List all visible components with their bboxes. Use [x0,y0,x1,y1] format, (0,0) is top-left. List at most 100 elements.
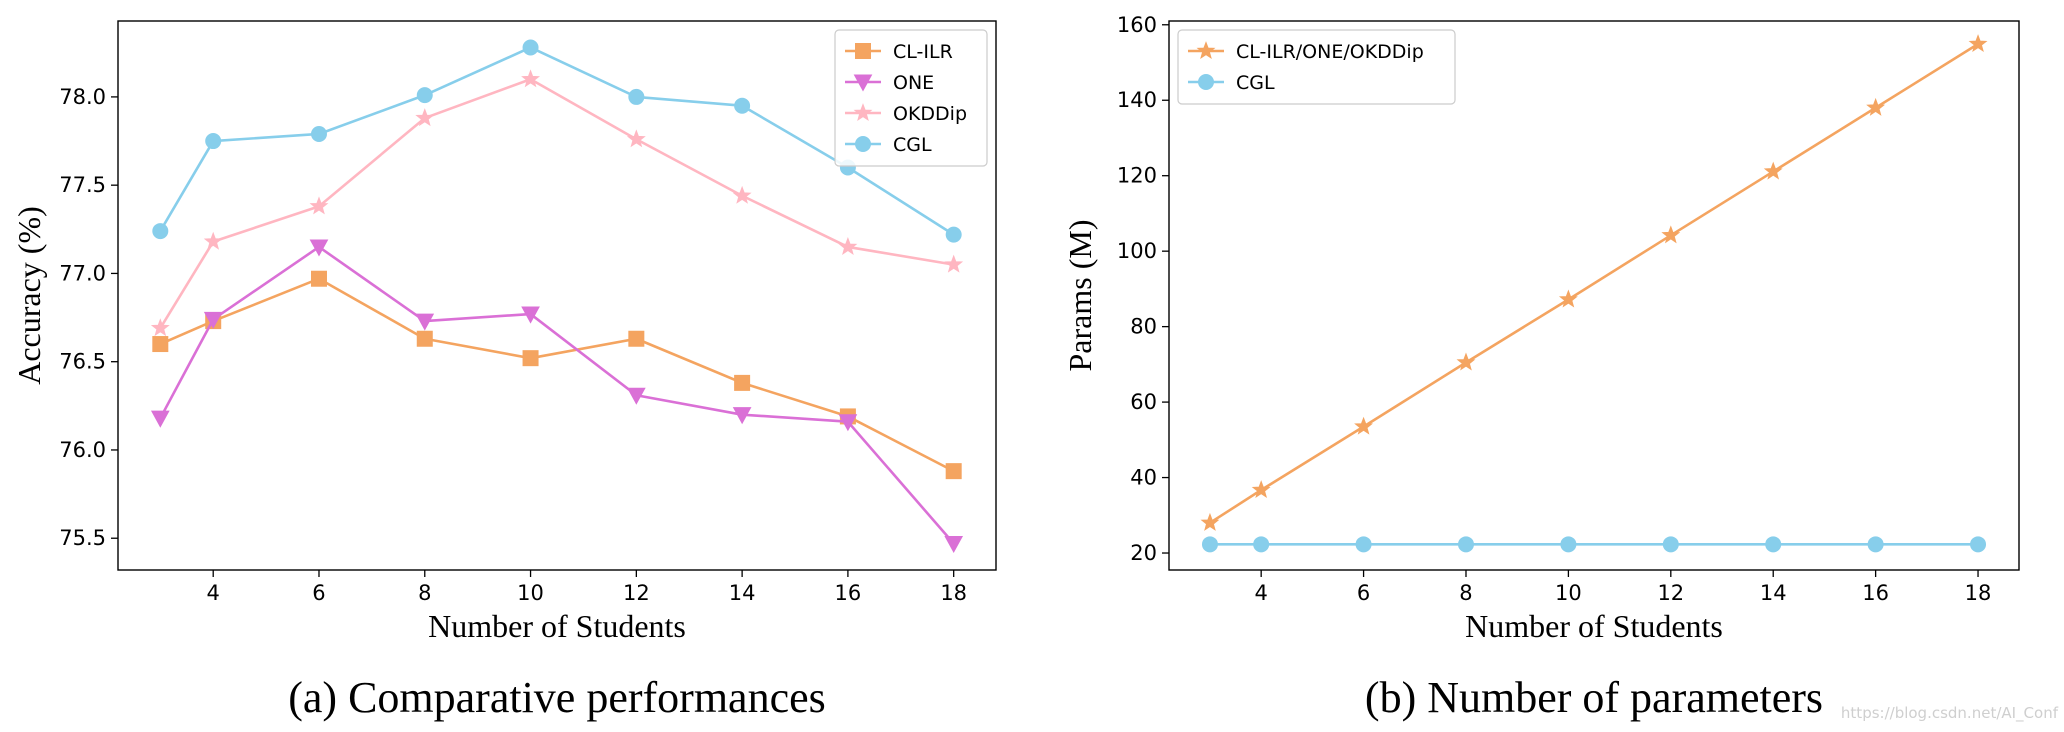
y-tick-label: 78.0 [59,85,106,109]
data-point [152,336,169,353]
legend-box [834,29,988,167]
data-point [1662,536,1679,553]
legend-item: CL-ILR/ONE/OKDDip [1188,41,1424,63]
data-point [626,129,646,148]
legend-label: CGL [1236,72,1275,94]
data-point [310,270,327,287]
data-point [150,410,170,428]
data-point [1661,225,1681,244]
x-axis-label: Number of Students [1465,608,1723,644]
legend-box [1177,29,1456,105]
x-tick-label: 16 [835,581,862,605]
data-point [944,536,964,554]
x-tick-label: 14 [729,581,756,605]
figure-caption: (b) Number of parameters [1365,673,1823,722]
data-point [205,133,222,150]
x-tick-label: 6 [1357,581,1370,605]
data-point [416,330,433,347]
chart-number-of-parameters: 4 6 8 10 12 14 16 18 20 40 60 80 100 120 140 160 Number … [1062,13,2020,722]
x-tick-label: 18 [1965,581,1992,605]
data-point [732,185,752,204]
legend-marker [1198,74,1214,90]
data-point [1765,536,1782,553]
legend-item: ONE [845,72,934,94]
data-point [1201,536,1218,553]
data-point [944,254,964,273]
legend-marker [855,43,871,59]
x-tick-label: 18 [940,581,967,605]
y-tick-label: 75.5 [59,526,106,550]
data-point [309,196,329,215]
x-tick-label: 10 [517,581,544,605]
y-tick-label: 77.5 [59,173,106,197]
data-point [522,39,539,56]
data-point [1968,34,1988,53]
data-point [732,407,752,425]
data-point [150,318,170,337]
series-okddip [150,69,964,337]
data-point [1560,536,1577,553]
series-line [159,277,955,473]
legend-label: CGL [893,134,932,156]
x-tick-label: 4 [207,581,220,605]
y-axis-label: Params (M) [1062,220,1098,372]
plot-frame [117,20,997,571]
series-line [159,245,955,545]
y-axis-label: Accuracy (%) [11,206,47,385]
y-tick-label: 120 [1117,164,1157,188]
legend-label: OKDDip [893,103,967,125]
data-point [626,387,646,405]
x-tick-label: 12 [623,581,650,605]
legend-item: CGL [845,134,932,156]
data-point [521,69,540,88]
series-line [1209,42,1979,524]
data-point [1763,161,1783,180]
data-point [1970,536,1987,553]
data-point [415,313,435,331]
x-tick-label: 4 [1254,581,1267,605]
data-point [203,311,223,329]
y-tick-label: 77.0 [59,261,106,285]
y-tick-label: 40 [1130,466,1157,490]
data-point [1867,536,1884,553]
data-point [152,223,169,240]
x-tick-label: 8 [418,581,431,605]
data-point [1866,97,1886,116]
data-point [522,350,539,367]
series-cl-ilr [152,270,962,480]
legend-label: CL-ILR [893,41,953,63]
plot-frame [1168,20,2020,571]
y-tick-label: 80 [1130,315,1157,339]
y-tick-label: 60 [1130,390,1157,414]
legend-item: CL-ILR [845,41,953,63]
data-point [415,108,435,127]
legend: CL-ILR/ONE/OKDDip CGL [1177,29,1456,105]
x-tick-label: 10 [1555,581,1582,605]
series-cl-ilr-one-okddip [1200,34,1988,531]
data-point [734,97,751,114]
data-point [416,87,433,104]
y-tick-label: 76.5 [59,350,106,374]
data-point [1200,512,1220,531]
x-tick-label: 14 [1760,581,1787,605]
x-tick-label: 6 [312,581,325,605]
data-point [628,330,645,347]
series-one [150,239,964,554]
y-tick-label: 20 [1130,541,1157,565]
legend-marker [1196,41,1216,60]
legend-label: CL-ILR/ONE/OKDDip [1236,41,1424,63]
data-point [309,239,329,257]
data-point [521,306,540,324]
series-cgl [152,39,962,243]
legend-marker [855,136,871,152]
x-tick-label: 8 [1459,581,1472,605]
data-point [1456,352,1476,371]
figure-caption: (a) Comparative performances [288,673,826,722]
x-axis-label: Number of Students [428,608,686,644]
data-point [1354,416,1374,435]
data-point [945,463,962,480]
chart-comparative-performances: 4 6 8 10 12 14 16 18 75.5 76.0 76.5 77.0 77.5 78.0 Num… [11,20,997,722]
data-point [838,414,858,432]
series-cgl [1201,536,1987,553]
